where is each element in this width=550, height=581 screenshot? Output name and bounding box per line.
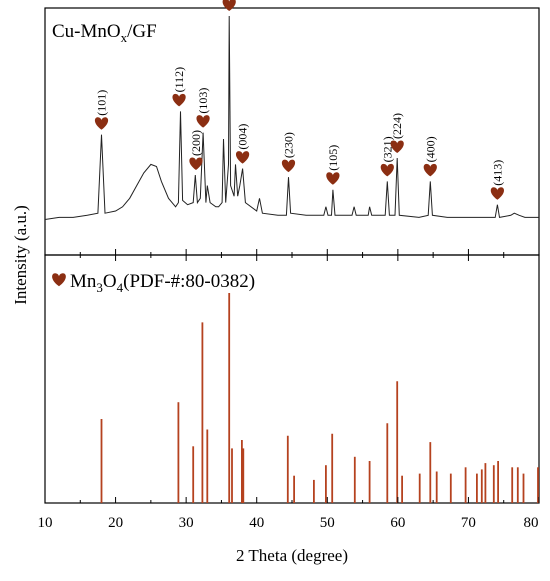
peak-heart-icon bbox=[222, 0, 236, 11]
peak-label: (101) bbox=[95, 90, 109, 116]
x-tick-label: 70 bbox=[461, 515, 476, 531]
peak-marker: (400) bbox=[423, 136, 437, 177]
peak-label: (321) bbox=[380, 136, 394, 162]
peak-heart-icon bbox=[380, 163, 394, 177]
reference-sticks bbox=[100, 293, 539, 503]
top-panel-frame bbox=[44, 7, 540, 256]
peak-label: (413) bbox=[490, 160, 504, 186]
peak-heart-icon bbox=[423, 163, 437, 177]
peak-label: (200) bbox=[189, 130, 203, 156]
peak-label: (230) bbox=[282, 132, 296, 158]
peak-label: (105) bbox=[326, 145, 340, 171]
y-axis-title: Intensity (a.u.) bbox=[11, 205, 30, 305]
peak-heart-icon bbox=[189, 157, 203, 170]
bottom-panel-legend: Mn3O4(PDF-#:80-0382) bbox=[52, 271, 255, 295]
x-axis-title: 2 Theta (degree) bbox=[236, 546, 348, 565]
x-tick-label: 80 bbox=[524, 515, 539, 531]
peak-heart-icon bbox=[172, 93, 186, 107]
legend-heart-icon bbox=[52, 273, 66, 287]
x-axis: 10 20 30 40 50 60 70 80 bbox=[38, 249, 540, 531]
peak-label: (004) bbox=[236, 124, 250, 150]
peak-label: (400) bbox=[423, 136, 437, 162]
x-tick-label: 30 bbox=[179, 515, 194, 531]
x-tick-label: 10 bbox=[38, 515, 53, 531]
peak-marker: (004) bbox=[236, 124, 250, 164]
top-panel: (101) (112) (200) (103) (211) (004) (230) (105)… bbox=[44, 0, 540, 256]
x-tick-label: 40 bbox=[249, 515, 264, 531]
peak-label: (112) bbox=[172, 67, 186, 93]
x-tick-label: 50 bbox=[320, 515, 335, 531]
peak-markers: (101) (112) (200) (103) (211) (004) (230) (105)… bbox=[95, 0, 504, 200]
peak-label: (224) bbox=[390, 113, 404, 139]
peak-heart-icon bbox=[281, 159, 296, 173]
peak-marker: (224) bbox=[390, 113, 404, 153]
peak-marker: (101) bbox=[95, 90, 109, 130]
measured-pattern-line bbox=[44, 15, 539, 220]
peak-marker: (112) bbox=[172, 67, 186, 107]
x-tick-label: 60 bbox=[390, 515, 405, 531]
peak-heart-icon bbox=[326, 172, 340, 185]
bottom-panel: Mn3O4(PDF-#:80-0382) bbox=[44, 254, 540, 504]
peak-marker: (105) bbox=[326, 145, 340, 185]
x-tick-label: 20 bbox=[108, 515, 123, 531]
peak-heart-icon bbox=[196, 115, 210, 128]
peak-marker: (200) bbox=[189, 130, 203, 170]
top-panel-label: Cu-MnOx/GF bbox=[52, 21, 157, 45]
peak-label: (103) bbox=[196, 88, 210, 114]
peak-marker: (103) bbox=[196, 88, 210, 128]
peak-heart-icon bbox=[490, 187, 505, 200]
peak-marker: (413) bbox=[490, 160, 504, 200]
peak-heart-icon bbox=[235, 151, 250, 164]
peak-heart-icon bbox=[94, 117, 109, 130]
peak-marker: (230) bbox=[281, 132, 296, 173]
bottom-panel-label: Mn3O4(PDF-#:80-0382) bbox=[70, 271, 255, 295]
peak-marker: (211) bbox=[222, 0, 236, 11]
